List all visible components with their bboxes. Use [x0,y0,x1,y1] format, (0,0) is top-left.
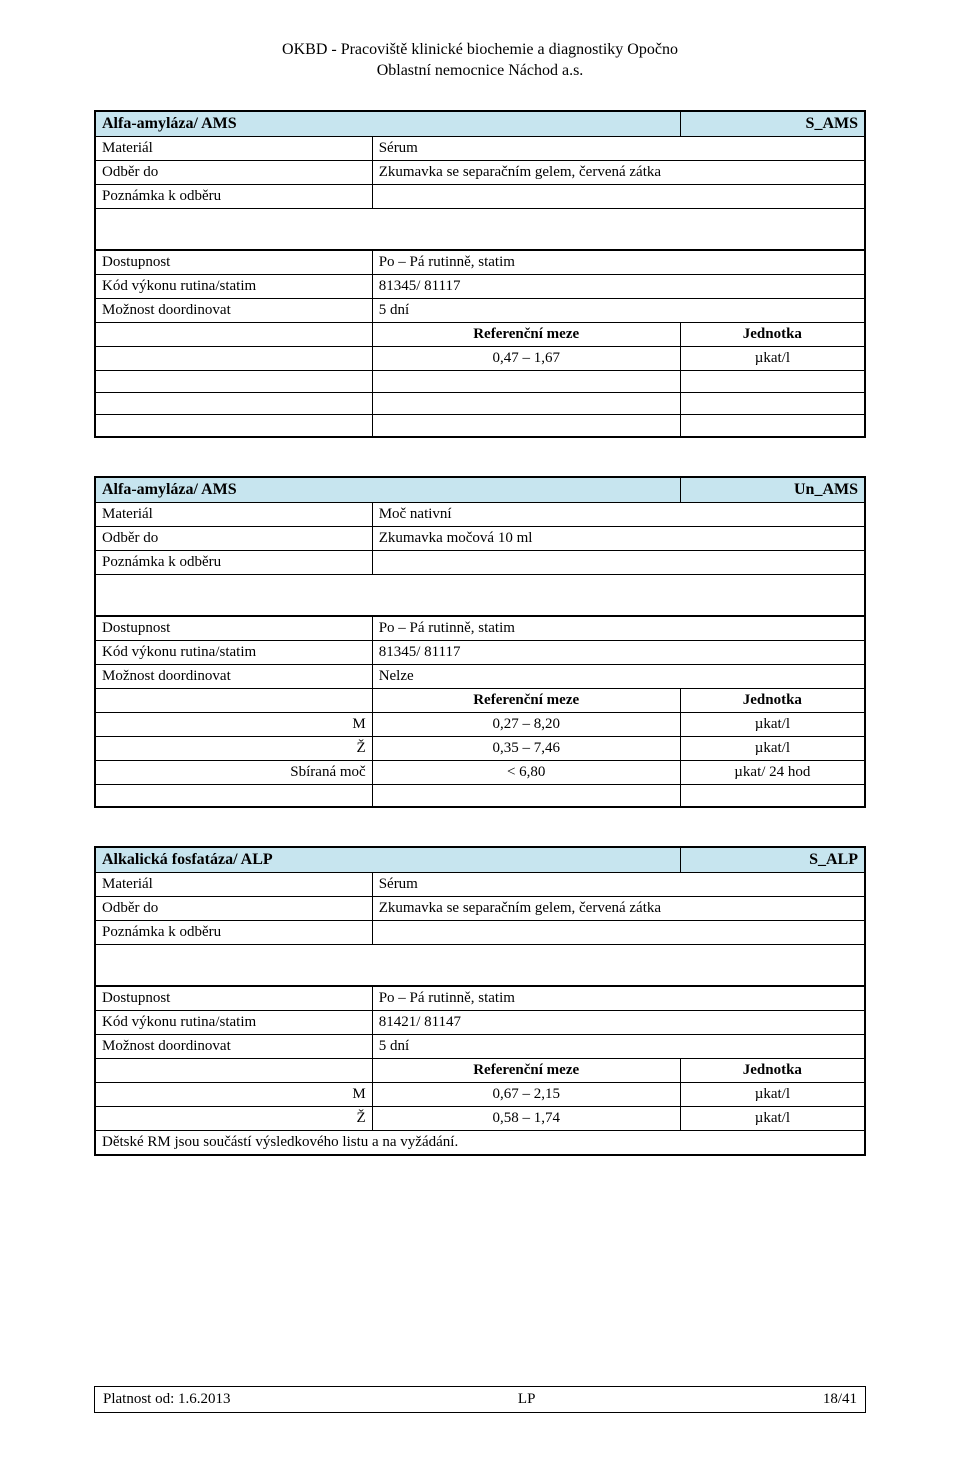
block1-row0-range: 0,47 – 1,67 [372,347,680,371]
label-odber-do: Odběr do [95,160,372,184]
empty-cell [95,323,372,347]
footer-left: Platnost od: 1.6.2013 [103,1391,231,1408]
block2-row0-label: M [95,713,372,737]
label-moznost: Možnost doordinovat [95,1035,372,1059]
label-ref-meze: Referenční meze [372,323,680,347]
block3-row0-unit: µkat/l [680,1083,865,1107]
label-jednotka: Jednotka [680,323,865,347]
block2-row0-unit: µkat/l [680,713,865,737]
block3-material: Sérum [372,872,865,896]
block2-code: Un_AMS [680,477,865,503]
analyte-block-1: Alfa-amyláza/ AMS S_AMS Materiál Sérum O… [94,110,866,438]
block2-material: Moč nativní [372,502,865,526]
label-ref-meze: Referenční meze [372,689,680,713]
page-header: OKBD - Pracoviště klinické biochemie a d… [94,40,866,82]
label-moznost: Možnost doordinovat [95,665,372,689]
block3-row1-range: 0,58 – 1,74 [372,1107,680,1131]
block1-kod-vykonu: 81345/ 81117 [372,275,865,299]
block1-odber-do: Zkumavka se separačním gelem, červená zá… [372,160,865,184]
label-material: Materiál [95,872,372,896]
label-dostupnost: Dostupnost [95,986,372,1011]
label-odber-do: Odběr do [95,526,372,550]
block3-poznamka [372,920,865,944]
block2-title: Alfa-amyláza/ AMS [95,477,680,503]
block2-row0-range: 0,27 – 8,20 [372,713,680,737]
label-kod-vykonu: Kód výkonu rutina/statim [95,1011,372,1035]
block2-row2-range: < 6,80 [372,761,680,785]
label-kod-vykonu: Kód výkonu rutina/statim [95,275,372,299]
block2-row1-unit: µkat/l [680,737,865,761]
block2-row1-range: 0,35 – 7,46 [372,737,680,761]
empty-cell [95,689,372,713]
block3-footnote: Dětské RM jsou součástí výsledkového lis… [95,1131,865,1156]
block2-dostupnost: Po – Pá rutinně, statim [372,616,865,641]
label-material: Materiál [95,136,372,160]
block3-row1-unit: µkat/l [680,1107,865,1131]
block2-moznost: Nelze [372,665,865,689]
spacer [95,208,865,250]
block2-poznamka [372,550,865,574]
label-kod-vykonu: Kód výkonu rutina/statim [95,641,372,665]
header-line-1: OKBD - Pracoviště klinické biochemie a d… [94,40,866,61]
empty-cell [95,1059,372,1083]
block1-row0-label [95,347,372,371]
label-dostupnost: Dostupnost [95,616,372,641]
analyte-block-2: Alfa-amyláza/ AMS Un_AMS Materiál Moč na… [94,476,866,808]
block2-row2-label: Sbíraná moč [95,761,372,785]
block2-row2-unit: µkat/ 24 hod [680,761,865,785]
block3-title: Alkalická fosfatáza/ ALP [95,847,680,873]
block1-row0-unit: µkat/l [680,347,865,371]
block3-odber-do: Zkumavka se separačním gelem, červená zá… [372,896,865,920]
label-poznamka: Poznámka k odběru [95,920,372,944]
spacer [95,944,865,986]
block1-dostupnost: Po – Pá rutinně, statim [372,250,865,275]
analyte-block-3: Alkalická fosfatáza/ ALP S_ALP Materiál … [94,846,866,1157]
block3-moznost: 5 dní [372,1035,865,1059]
label-ref-meze: Referenční meze [372,1059,680,1083]
block3-row1-label: Ž [95,1107,372,1131]
block3-kod-vykonu: 81421/ 81147 [372,1011,865,1035]
footer-center: LP [518,1391,536,1408]
spacer [95,574,865,616]
block3-code: S_ALP [680,847,865,873]
block2-kod-vykonu: 81345/ 81117 [372,641,865,665]
page-footer: Platnost od: 1.6.2013 LP 18/41 [94,1386,866,1413]
block2-row1-label: Ž [95,737,372,761]
label-poznamka: Poznámka k odběru [95,550,372,574]
block1-poznamka [372,184,865,208]
label-dostupnost: Dostupnost [95,250,372,275]
block1-code: S_AMS [680,111,865,137]
label-poznamka: Poznámka k odběru [95,184,372,208]
label-jednotka: Jednotka [680,1059,865,1083]
block3-row0-label: M [95,1083,372,1107]
block2-odber-do: Zkumavka močová 10 ml [372,526,865,550]
label-jednotka: Jednotka [680,689,865,713]
label-odber-do: Odběr do [95,896,372,920]
label-material: Materiál [95,502,372,526]
footer-right: 18/41 [823,1391,857,1408]
header-line-2: Oblastní nemocnice Náchod a.s. [94,61,866,82]
block3-row0-range: 0,67 – 2,15 [372,1083,680,1107]
block1-title: Alfa-amyláza/ AMS [95,111,680,137]
block1-material: Sérum [372,136,865,160]
block1-moznost: 5 dní [372,299,865,323]
block3-dostupnost: Po – Pá rutinně, statim [372,986,865,1011]
label-moznost: Možnost doordinovat [95,299,372,323]
